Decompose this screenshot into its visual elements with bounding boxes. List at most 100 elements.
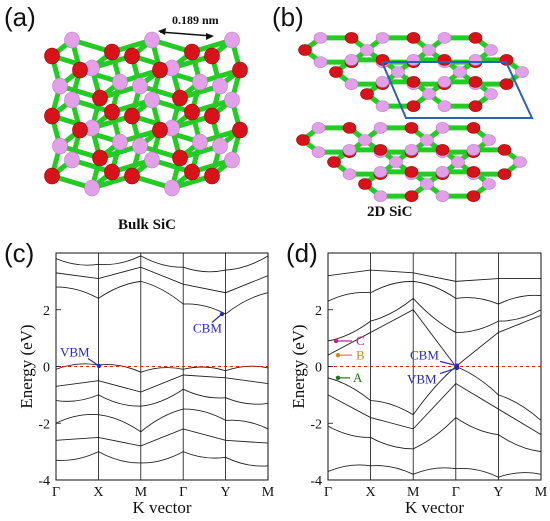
bond-length-label: 0.189 nm	[172, 13, 219, 27]
y-tick-label: -2	[38, 417, 50, 432]
carbon-atom	[232, 121, 248, 139]
panel-a: (a) 0.189 nm Bulk SiC	[4, 2, 248, 233]
x-tick-label: Γ	[324, 485, 332, 500]
silicon-atom	[373, 122, 388, 134]
carbon-atom	[344, 32, 359, 44]
carbon-atom	[92, 89, 108, 107]
silicon-atom	[375, 76, 390, 88]
silicon-atom	[484, 88, 498, 100]
carbon-atom	[360, 88, 374, 100]
arrow-head-right-icon	[206, 33, 214, 40]
x-axis-title: K vector	[405, 498, 464, 517]
silicon-atom	[513, 156, 527, 168]
silicon-atom	[64, 31, 80, 49]
x-tick-label: Y	[221, 485, 231, 500]
x-tick-label: M	[407, 485, 420, 500]
silicon-atom	[164, 179, 180, 197]
silicon-atom	[453, 66, 467, 78]
panel-a-letter: (a)	[4, 2, 36, 32]
silicon-atom	[64, 91, 80, 109]
panel-c-letter: (c)	[4, 238, 34, 268]
x-tick-label: X	[93, 485, 103, 500]
carbon-atom	[204, 167, 220, 185]
x-tick-label: Γ	[179, 485, 187, 500]
silicon-atom	[132, 77, 148, 95]
silicon-atom	[437, 76, 452, 88]
silicon-atom	[482, 178, 496, 190]
silicon-atom	[468, 54, 483, 66]
carbon-atom	[298, 44, 312, 56]
arrow-head-icon	[454, 365, 460, 371]
carbon-atom	[184, 103, 200, 121]
silicon-atom	[144, 31, 160, 49]
silicon-atom	[389, 156, 403, 168]
silicon-atom	[482, 134, 496, 146]
silicon-atom	[375, 100, 390, 112]
silicon-atom	[375, 32, 390, 44]
band-line	[56, 363, 268, 373]
arrow-head-icon	[96, 363, 102, 369]
silicon-atom	[192, 133, 208, 151]
carbon-atom	[44, 107, 60, 125]
annotation-arrow	[439, 360, 458, 367]
y-tick-label: -4	[310, 474, 322, 489]
silicon-atom	[224, 91, 240, 109]
x-tick-label: X	[366, 485, 376, 500]
silicon-atom	[344, 54, 359, 66]
carbon-atom	[104, 163, 120, 181]
carbon-atom	[406, 32, 421, 44]
silicon-atom	[422, 88, 436, 100]
silicon-atom	[144, 91, 160, 109]
x-tick-label: M	[535, 485, 548, 500]
bulk-caption: Bulk SiC	[118, 217, 176, 233]
silicon-atom	[344, 78, 359, 90]
silicon-atom	[420, 178, 434, 190]
panel-b-letter: (b)	[272, 2, 304, 32]
y-axis-title: Energy (eV)	[289, 324, 308, 408]
carbon-atom	[404, 166, 419, 178]
silicon-atom	[342, 168, 357, 180]
bulk-sic-structure	[44, 31, 248, 197]
carbon-atom	[152, 61, 168, 79]
x-tick-label: Γ	[452, 485, 460, 500]
y-tick-label: 2	[315, 304, 322, 319]
carbon-atom	[468, 100, 483, 112]
unit-cell-outline	[380, 61, 534, 119]
silicon-atom	[144, 151, 160, 169]
carbon-atom	[72, 121, 88, 139]
silicon-atom	[373, 190, 388, 202]
silicon-atom	[437, 100, 452, 112]
panel-d-letter: (d)	[286, 238, 318, 268]
y-tick-label: -2	[310, 417, 322, 432]
carbon-atom	[204, 47, 220, 65]
carbon-atom	[466, 122, 481, 134]
annotation-label: B	[356, 347, 365, 362]
band-line	[56, 280, 268, 315]
silicon-atom	[112, 73, 128, 91]
annotation-label: VBM	[60, 345, 90, 360]
annotation-label: A	[353, 370, 363, 385]
silicon-atom	[435, 190, 450, 202]
silicon-atom	[64, 151, 80, 169]
annotation-label: CBM	[193, 320, 222, 335]
x-tick-label: M	[135, 485, 148, 500]
silicon-atom	[112, 133, 128, 151]
bond-length-marker: 0.189 nm	[158, 13, 219, 40]
carbon-atom	[404, 190, 419, 202]
panel-b: (b) 2D SiC	[272, 2, 534, 220]
band-line	[56, 428, 268, 447]
2d-sic-structure	[296, 32, 529, 202]
silicon-atom	[420, 134, 434, 146]
silicon-atom	[311, 146, 326, 158]
carbon-atom	[406, 100, 421, 112]
band-line	[328, 416, 541, 453]
carbon-atom	[437, 54, 452, 66]
carbon-atom	[184, 163, 200, 181]
carbon-atom	[172, 149, 188, 167]
silicon-atom	[360, 44, 374, 56]
silicon-atom	[404, 144, 419, 156]
silicon-atom	[52, 137, 68, 155]
silicon-atom	[313, 32, 328, 44]
arrow-head-icon	[335, 375, 341, 381]
